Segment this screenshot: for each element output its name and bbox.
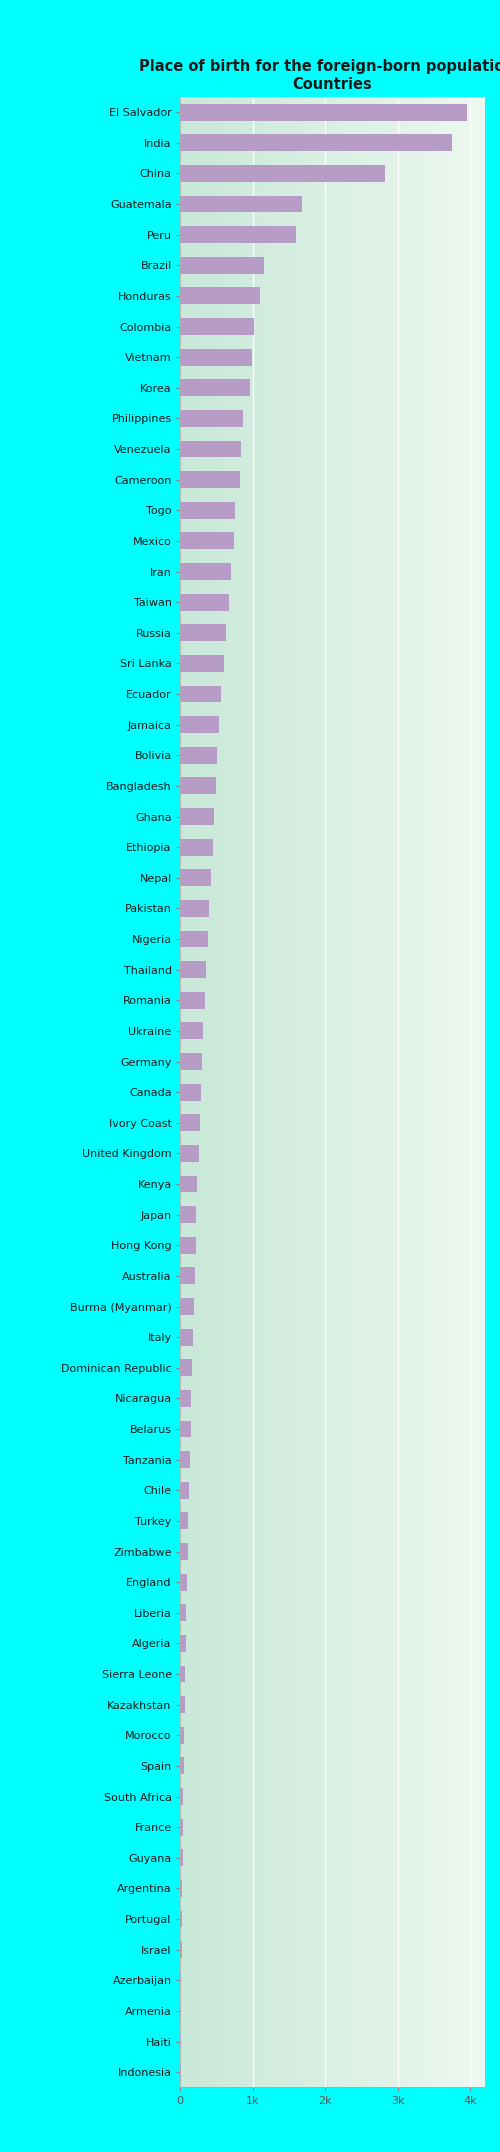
Bar <box>180 1115 200 1132</box>
Bar <box>180 1268 194 1285</box>
Bar <box>180 133 452 151</box>
Bar <box>180 103 467 121</box>
Bar <box>180 166 385 181</box>
Bar <box>180 654 224 671</box>
Bar <box>180 962 206 977</box>
Bar <box>180 1360 192 1375</box>
Bar <box>180 992 204 1009</box>
Bar <box>180 1911 182 1928</box>
Bar <box>180 1605 186 1620</box>
Bar <box>180 564 231 579</box>
Bar <box>180 869 210 887</box>
Bar <box>180 288 260 303</box>
Bar <box>180 1022 203 1039</box>
Bar <box>180 809 214 824</box>
Bar <box>180 1298 194 1315</box>
Bar <box>180 594 228 611</box>
Bar <box>180 1390 192 1407</box>
Bar <box>180 624 226 641</box>
Bar <box>180 930 208 947</box>
Bar <box>180 777 216 794</box>
Bar <box>180 717 219 734</box>
Bar <box>180 1849 182 1866</box>
Bar <box>180 1450 190 1468</box>
Bar <box>180 256 264 273</box>
Bar <box>180 1758 184 1773</box>
Bar <box>180 532 234 549</box>
Bar <box>180 839 212 856</box>
Bar <box>180 226 296 243</box>
Bar <box>180 1145 199 1162</box>
Bar <box>180 1543 188 1560</box>
Bar <box>180 2004 181 2019</box>
Bar <box>180 1052 202 1070</box>
Bar <box>180 1328 192 1345</box>
Bar <box>180 1420 190 1438</box>
Bar <box>180 1573 187 1590</box>
Bar <box>180 1881 182 1896</box>
Bar <box>180 1207 196 1222</box>
Bar <box>180 318 254 336</box>
Bar <box>180 1175 198 1192</box>
Bar <box>180 379 250 396</box>
Bar <box>180 686 222 702</box>
Title: Place of birth for the foreign-born population -
Countries: Place of birth for the foreign-born popu… <box>139 58 500 93</box>
Bar <box>180 1085 201 1100</box>
Bar <box>180 1818 183 1836</box>
Bar <box>180 1513 188 1530</box>
Bar <box>180 1483 189 1498</box>
Bar <box>180 1696 184 1713</box>
Bar <box>180 441 241 458</box>
Bar <box>180 196 302 213</box>
Bar <box>180 411 243 426</box>
Bar <box>180 501 235 519</box>
Bar <box>180 1666 185 1683</box>
Bar <box>180 900 209 917</box>
Bar <box>180 1971 182 1988</box>
Bar <box>180 1788 184 1806</box>
Bar <box>180 747 217 764</box>
Bar <box>180 1237 196 1255</box>
Bar <box>180 1636 186 1653</box>
Bar <box>180 2034 181 2051</box>
Bar <box>180 349 252 366</box>
Bar <box>180 1726 184 1743</box>
Bar <box>180 471 240 489</box>
Bar <box>180 1941 182 1958</box>
